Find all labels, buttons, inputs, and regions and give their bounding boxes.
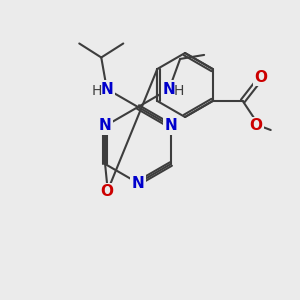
Text: H: H — [174, 84, 184, 98]
Text: N: N — [100, 82, 113, 97]
Text: N: N — [163, 82, 175, 97]
Text: H: H — [92, 84, 102, 98]
Text: N: N — [164, 118, 177, 134]
Text: O: O — [100, 184, 114, 200]
Text: N: N — [132, 176, 144, 190]
Text: O: O — [249, 118, 262, 134]
Text: N: N — [99, 118, 112, 134]
Text: O: O — [254, 70, 267, 85]
